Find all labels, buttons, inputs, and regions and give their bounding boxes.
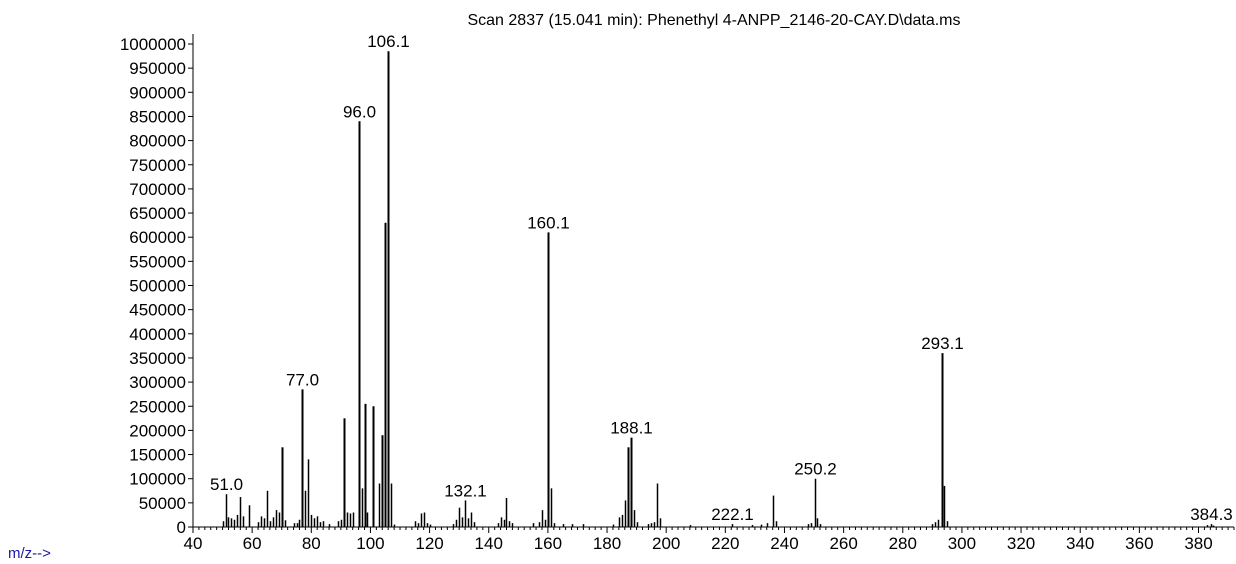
y-tick-label: 1000000 [120,35,186,54]
y-tick-label: 50000 [139,494,186,513]
x-tick-label: 100 [356,534,384,553]
spectrum-peaks [222,51,1215,527]
x-tick-label: 120 [415,534,443,553]
peak-label: 384.3 [1190,505,1233,524]
x-tick-label: 320 [1007,534,1035,553]
x-tick-label: 240 [770,534,798,553]
y-tick-label: 800000 [129,132,186,151]
peak-label: 51.0 [210,475,243,494]
x-tick-label: 360 [1125,534,1153,553]
x-tick-label: 300 [948,534,976,553]
y-tick-label: 950000 [129,59,186,78]
y-tick-label: 700000 [129,180,186,199]
peak-label: 293.1 [921,334,964,353]
y-tick-label: 200000 [129,421,186,440]
y-tick-label: 500000 [129,277,186,296]
y-tick-label: 0 [177,518,186,537]
x-tick-label: 180 [593,534,621,553]
chart-title: Scan 2837 (15.041 min): Phenethyl 4-ANPP… [467,12,960,29]
x-tick-label: 200 [652,534,680,553]
y-tick-label: 900000 [129,83,186,102]
peak-label: 132.1 [444,481,487,500]
y-tick-label: 450000 [129,301,186,320]
y-axis-ticks: 0 50000 100000 150000 200000 250000 300000 3500… [120,35,193,537]
y-tick-label: 150000 [129,446,186,465]
x-tick-label: 40 [184,534,203,553]
x-tick-label: 260 [829,534,857,553]
x-tick-label: 220 [711,534,739,553]
peak-label: 250.2 [794,460,837,479]
peak-label: 188.1 [610,419,653,438]
y-tick-label: 750000 [129,156,186,175]
y-tick-label: 300000 [129,373,186,392]
peak-label: 222.1 [711,505,754,524]
peak-labels: 51.0 77.0 96.0 106.1 132.1 160.1 188.1 222.1 250… [210,32,1233,524]
x-tick-label: 60 [243,534,262,553]
peak-label: 77.0 [286,370,319,389]
y-tick-label: 350000 [129,349,186,368]
peak-label: 160.1 [527,213,570,232]
x-tick-label: 340 [1066,534,1094,553]
x-tick-label: 160 [534,534,562,553]
y-tick-label: 400000 [129,325,186,344]
x-tick-label: 380 [1184,534,1212,553]
y-tick-label: 550000 [129,252,186,271]
x-axis-ticks: 40 60 80 100 120 140 160 180 200 220 240 260 280 300 3… [184,527,1235,553]
y-tick-label: 250000 [129,397,186,416]
x-tick-label: 280 [889,534,917,553]
x-tick-label: 140 [475,534,503,553]
y-tick-label: 600000 [129,228,186,247]
peak-label: 106.1 [367,32,410,51]
y-tick-label: 100000 [129,470,186,489]
y-tick-label: 650000 [129,204,186,223]
y-tick-label: 850000 [129,107,186,126]
x-tick-label: 80 [302,534,321,553]
peak-label: 96.0 [343,102,376,121]
x-axis-caption: m/z--> [8,545,51,562]
